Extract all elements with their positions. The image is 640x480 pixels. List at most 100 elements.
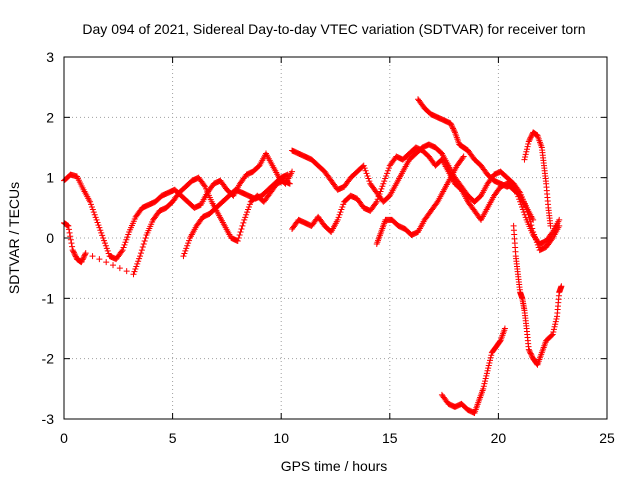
data-point-marker xyxy=(525,346,532,353)
data-point-marker xyxy=(460,153,467,160)
data-point-marker xyxy=(372,200,379,207)
data-point-marker xyxy=(483,372,490,379)
data-point-marker xyxy=(556,222,563,229)
data-point-marker xyxy=(121,241,128,248)
chart-title: Day 094 of 2021, Sidereal Day-to-day VTE… xyxy=(82,21,585,37)
data-point-marker xyxy=(134,260,141,267)
data-point-marker xyxy=(241,216,248,223)
data-point-marker xyxy=(364,172,371,179)
data-point-marker xyxy=(556,216,563,223)
data-point-marker xyxy=(69,243,76,250)
data-point-marker xyxy=(487,354,494,361)
data-point-marker xyxy=(450,126,457,133)
x-tick-labels: 0 5 10 15 20 25 xyxy=(60,430,615,446)
data-point-marker xyxy=(96,256,103,263)
data-point-marker xyxy=(284,171,291,178)
y-tick-label: 0 xyxy=(46,230,54,246)
data-point-marker xyxy=(90,209,97,216)
data-point-marker xyxy=(483,370,490,377)
data-point-marker xyxy=(384,170,391,177)
data-point-marker xyxy=(131,268,138,275)
data-point-marker xyxy=(70,249,77,256)
y-tick-label: 2 xyxy=(46,109,54,125)
x-tick-label: 10 xyxy=(273,430,289,446)
data-point-marker xyxy=(549,331,556,338)
data-point-marker xyxy=(238,225,245,232)
data-point-marker xyxy=(521,156,528,163)
data-point-marker xyxy=(125,231,132,238)
data-point-marker xyxy=(553,316,560,323)
data-point-marker xyxy=(245,203,252,210)
data-point-marker xyxy=(340,201,347,208)
data-point-marker xyxy=(138,247,145,254)
data-point-marker xyxy=(484,367,491,374)
data-point-marker xyxy=(97,227,104,234)
data-point-marker xyxy=(334,216,341,223)
data-point-marker xyxy=(88,203,95,210)
data-point-marker xyxy=(530,228,537,235)
data-point-marker xyxy=(485,362,492,369)
x-tick-label: 0 xyxy=(60,430,68,446)
data-point-marker xyxy=(524,208,531,215)
data-point-marker xyxy=(527,218,534,225)
data-point-marker xyxy=(67,236,74,243)
data-point-marker xyxy=(528,222,535,229)
data-point-marker xyxy=(375,193,382,200)
data-point-marker xyxy=(450,125,457,132)
data-point-marker xyxy=(91,211,98,218)
data-point-marker xyxy=(78,257,85,264)
data-point-marker xyxy=(548,332,555,339)
data-point-marker xyxy=(72,252,79,259)
data-point-marker xyxy=(522,153,529,160)
data-point-marker xyxy=(235,235,242,241)
data-point-marker xyxy=(533,239,540,246)
data-point-marker xyxy=(528,351,535,358)
data-point-marker xyxy=(118,248,125,255)
data-point-marker xyxy=(520,209,527,216)
data-point-marker xyxy=(236,231,243,238)
data-point-marker xyxy=(531,231,538,238)
data-point-marker xyxy=(78,259,85,266)
data-point-marker xyxy=(234,238,241,245)
data-point-marker xyxy=(481,380,488,387)
data-point-marker xyxy=(123,268,130,275)
data-point-marker xyxy=(122,239,129,246)
x-tick-label: 15 xyxy=(382,430,398,446)
y-tick-label: -1 xyxy=(42,290,55,306)
data-point-marker xyxy=(246,201,253,208)
data-point-marker xyxy=(185,240,192,247)
data-point-marker xyxy=(186,237,193,244)
data-point-marker xyxy=(243,211,250,218)
data-point-marker xyxy=(100,235,107,241)
data-point-marker xyxy=(522,151,529,158)
data-point-marker xyxy=(180,253,187,260)
data-point-marker xyxy=(548,236,555,243)
data-point-marker xyxy=(119,247,126,254)
data-point-marker xyxy=(526,215,533,222)
plot-frame xyxy=(63,56,608,420)
y-tick-label: 1 xyxy=(46,170,54,186)
data-point-marker xyxy=(362,167,369,174)
series-satellite-track-I xyxy=(521,129,554,229)
data-point-marker xyxy=(242,214,249,221)
data-point-marker xyxy=(459,154,466,161)
data-point-marker xyxy=(486,359,493,366)
data-point-marker xyxy=(120,244,127,251)
data-point-marker xyxy=(381,178,388,185)
data-point-marker xyxy=(96,224,103,231)
data-point-marker xyxy=(201,182,208,189)
data-point-marker xyxy=(79,256,86,263)
data-point-marker xyxy=(528,133,535,140)
data-point-marker xyxy=(239,222,246,229)
data-point-marker xyxy=(524,143,531,150)
data-point-marker xyxy=(95,222,102,229)
data-point-marker xyxy=(448,121,455,128)
data-point-marker xyxy=(552,321,559,328)
data-point-marker xyxy=(67,233,74,240)
data-point-marker xyxy=(71,250,78,257)
data-point-marker xyxy=(550,328,557,335)
data-point-marker xyxy=(377,188,384,195)
data-point-marker xyxy=(65,222,72,229)
data-point-marker xyxy=(69,247,76,254)
data-point-marker xyxy=(380,180,387,187)
